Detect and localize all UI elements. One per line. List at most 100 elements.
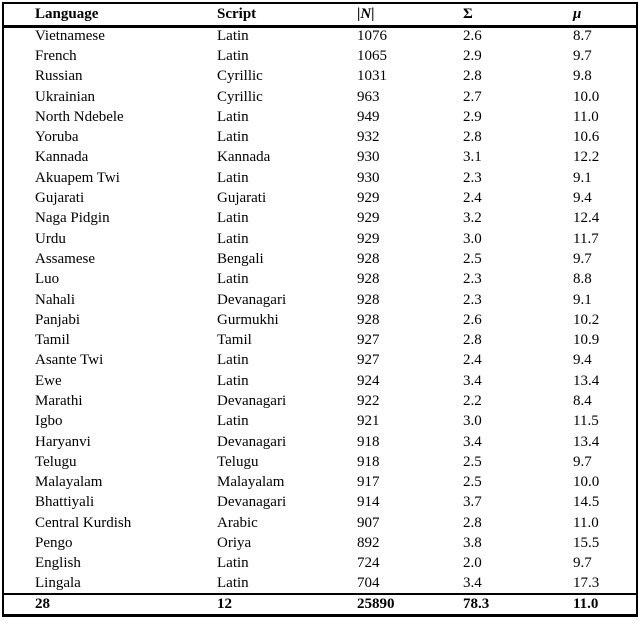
total-sigma: 78.3 [462, 593, 572, 615]
table-row: Kannada Kannada 930 3.1 12.2 [4, 148, 636, 168]
cell-n: 928 [357, 291, 380, 308]
cell-mu: 9.7 [573, 555, 592, 572]
cell-script: Latin [217, 129, 249, 146]
cell-mu: 12.4 [573, 210, 600, 227]
cell-sigma: 2.5 [463, 250, 482, 267]
cell-n: 963 [357, 88, 380, 105]
cell-script: Oriya [217, 535, 252, 552]
cell-sigma: 2.3 [463, 271, 482, 288]
table-row: Central Kurdish Arabic 907 2.8 11.0 [4, 513, 636, 533]
cell-script: Devanagari [217, 392, 287, 409]
table-row: North Ndebele Latin 949 2.9 11.0 [4, 107, 636, 127]
table-row: Marathi Devanagari 922 2.2 8.4 [4, 391, 636, 411]
cell-language: Igbo [35, 413, 63, 430]
table-row: Nahali Devanagari 928 2.3 9.1 [4, 290, 636, 310]
n-symbol: N [360, 5, 372, 22]
cell-mu: 8.7 [573, 28, 592, 45]
cell-n: 918 [357, 453, 380, 470]
cell-mu: 10.0 [573, 474, 600, 491]
cell-script: Gurmukhi [217, 311, 279, 328]
sigma-symbol: Σ [463, 5, 473, 22]
cell-language: Nahali [35, 291, 75, 308]
cell-n: 892 [357, 535, 380, 552]
abs-bar-open: | [357, 5, 361, 22]
cell-mu: 9.7 [573, 453, 592, 470]
cell-n: 949 [357, 108, 380, 125]
cell-language: Russian [35, 68, 83, 85]
cell-mu: 11.5 [573, 413, 599, 430]
cell-sigma: 2.5 [463, 474, 482, 491]
cell-language: Gujarati [35, 190, 85, 207]
cell-script: Bengali [217, 250, 264, 267]
cell-sigma: 2.7 [463, 88, 482, 105]
cell-language: Telugu [35, 453, 77, 470]
cell-sigma: 3.0 [463, 413, 482, 430]
cell-sigma: 2.8 [463, 129, 482, 146]
cell-language: Akuapem Twi [35, 169, 120, 186]
cell-mu: 9.1 [573, 169, 592, 186]
table-row: Russian Cyrillic 1031 2.8 9.8 [4, 67, 636, 87]
table-row: Malayalam Malayalam 917 2.5 10.0 [4, 473, 636, 493]
cell-n: 927 [357, 332, 380, 349]
cell-sigma: 3.4 [463, 575, 482, 592]
table-row: Akuapem Twi Latin 930 2.3 9.1 [4, 168, 636, 188]
language-statistics-table-frame: Language Script |N| Σ μ Vietnamese Latin 1… [2, 2, 638, 618]
cell-mu: 13.4 [573, 433, 600, 450]
cell-mu: 14.5 [573, 494, 600, 511]
cell-language: English [35, 555, 81, 572]
table-row: Ewe Latin 924 3.4 13.4 [4, 371, 636, 391]
cell-script: Arabic [217, 514, 258, 531]
cell-language: Tamil [35, 332, 70, 349]
cell-language: North Ndebele [35, 108, 124, 125]
table-row: Pengo Oriya 892 3.8 15.5 [4, 533, 636, 553]
table-footer: 28 12 25890 78.3 11.0 [4, 593, 636, 615]
cell-script: Latin [217, 413, 249, 430]
cell-mu: 9.8 [573, 68, 592, 85]
cell-script: Latin [217, 169, 249, 186]
table-row: Panjabi Gurmukhi 928 2.6 10.2 [4, 310, 636, 330]
cell-sigma: 2.8 [463, 68, 482, 85]
table-row: Haryanvi Devanagari 918 3.4 13.4 [4, 432, 636, 452]
cell-language: Kannada [35, 149, 89, 166]
table-row: Luo Latin 928 2.3 8.8 [4, 270, 636, 290]
cell-n: 724 [357, 555, 380, 572]
cell-n: 914 [357, 494, 380, 511]
table-row: Gujarati Gujarati 929 2.4 9.4 [4, 188, 636, 208]
table-row: Telugu Telugu 918 2.5 9.7 [4, 452, 636, 472]
cell-sigma: 2.8 [463, 332, 482, 349]
cell-script: Cyrillic [217, 68, 263, 85]
cell-mu: 10.0 [573, 88, 600, 105]
total-corpus-size: 25890 [355, 593, 462, 615]
cell-language: Central Kurdish [35, 514, 132, 531]
table-row: Vietnamese Latin 1076 2.6 8.7 [4, 26, 636, 46]
cell-n: 932 [357, 129, 380, 146]
cell-script: Latin [217, 271, 249, 288]
cell-script: Telugu [217, 453, 259, 470]
cell-n: 704 [357, 575, 380, 592]
cell-n: 928 [357, 311, 380, 328]
cell-mu: 9.7 [573, 47, 592, 64]
cell-mu: 10.6 [573, 129, 600, 146]
cell-n: 917 [357, 474, 380, 491]
cell-mu: 15.5 [573, 535, 600, 552]
cell-sigma: 2.9 [463, 47, 482, 64]
cell-script: Devanagari [217, 291, 287, 308]
cell-n: 928 [357, 250, 380, 267]
cell-sigma: 2.5 [463, 453, 482, 470]
cell-mu: 9.4 [573, 352, 592, 369]
table-row: Tamil Tamil 927 2.8 10.9 [4, 330, 636, 350]
cell-sigma: 2.3 [463, 169, 482, 186]
cell-n: 928 [357, 271, 380, 288]
cell-sigma: 2.4 [463, 352, 482, 369]
cell-mu: 9.7 [573, 250, 592, 267]
cell-mu: 11.0 [573, 514, 599, 531]
cell-script: Latin [217, 352, 249, 369]
cell-language: Haryanvi [35, 433, 91, 450]
table-row: Naga Pidgin Latin 929 3.2 12.4 [4, 209, 636, 229]
cell-language: Ewe [35, 372, 62, 389]
language-statistics-table: Language Script |N| Σ μ Vietnamese Latin 1… [4, 4, 636, 615]
cell-mu: 11.7 [573, 230, 599, 247]
cell-language: Pengo [35, 535, 73, 552]
cell-language: Panjabi [35, 311, 80, 328]
cell-n: 921 [357, 413, 380, 430]
